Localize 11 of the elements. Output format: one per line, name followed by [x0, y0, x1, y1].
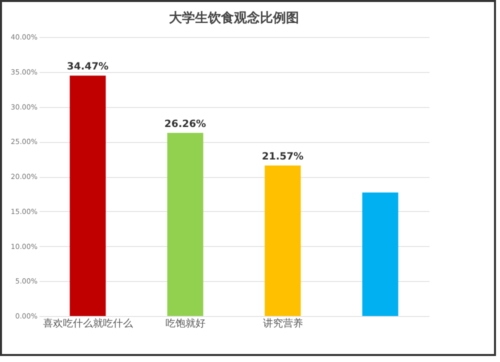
bar [264, 166, 301, 316]
x-tick-label: 喜欢吃什么就吃什么 [42, 318, 133, 330]
bar [70, 76, 106, 316]
data-label: 21.57% [262, 152, 304, 163]
bar [362, 192, 398, 316]
chart-title: 大学生饮食观念比例图 [169, 11, 299, 26]
bar [167, 132, 204, 316]
x-tick-label: 吃饱就好 [165, 318, 206, 330]
data-label: 34.47% [66, 62, 109, 73]
data-label: 26.26% [164, 118, 206, 130]
x-tick-label: 讲究营养 [262, 318, 303, 330]
